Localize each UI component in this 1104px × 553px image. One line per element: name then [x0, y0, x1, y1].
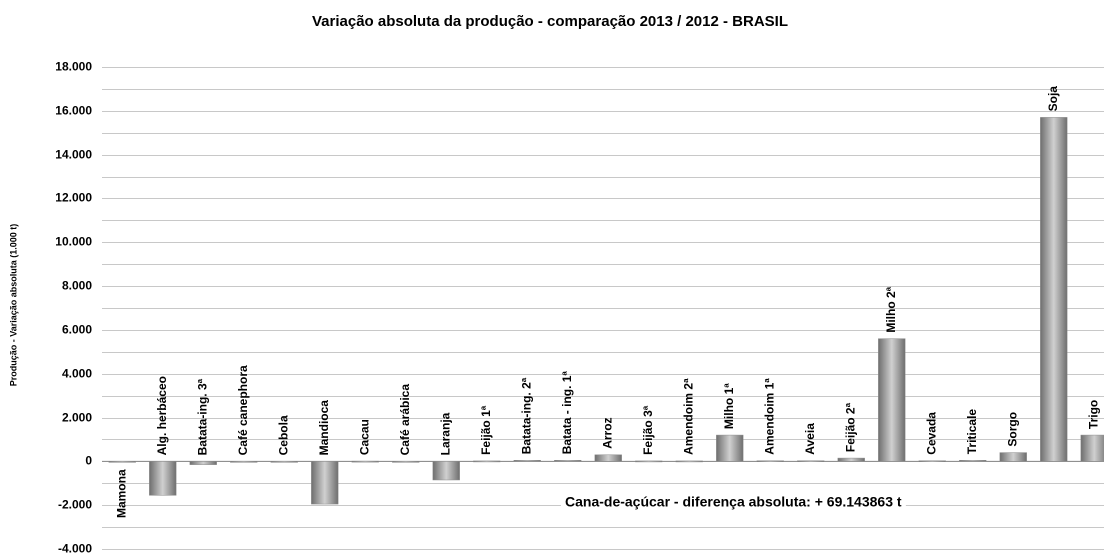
category-label: Feijão 1ª: [479, 405, 493, 455]
category-label: Aveia: [803, 423, 817, 455]
bar: [432, 461, 460, 481]
category-label: Alg. herbáceo: [155, 376, 169, 455]
bar: [918, 460, 946, 462]
annotation-background: [561, 493, 906, 513]
bar: [1040, 117, 1068, 462]
category-label: Café canephora: [236, 365, 250, 455]
y-tick-label: 14.000: [55, 148, 92, 162]
category-label: Batata-ing. 3ª: [195, 378, 209, 455]
category-label: Sorgo: [1005, 412, 1019, 447]
bar: [108, 461, 136, 463]
bar: [797, 460, 825, 462]
y-tick-label: -2.000: [58, 498, 92, 512]
bar: [149, 461, 177, 496]
y-tick-label: 2.000: [62, 411, 92, 425]
bar: [878, 338, 906, 462]
category-label: Cebola: [276, 415, 290, 455]
category-label: Laranja: [438, 412, 452, 455]
y-tick-label: 8.000: [62, 279, 92, 293]
category-label: Batata - ing. 1ª: [560, 371, 574, 455]
chart-title: Variação absoluta da produção - comparaç…: [312, 13, 788, 30]
y-tick-label: 10.000: [55, 235, 92, 249]
category-label: Café arábica: [398, 384, 412, 456]
category-label: Mamona: [114, 469, 128, 518]
category-label: Milho 1ª: [722, 383, 736, 429]
bar: [351, 460, 379, 463]
category-label: Trigo: [1086, 400, 1100, 429]
y-tick-label: -4.000: [58, 542, 92, 553]
category-label: Arroz: [600, 417, 614, 448]
bar: [189, 461, 217, 465]
category-label: Feijão 2ª: [843, 402, 857, 452]
category-label: Soja: [1046, 86, 1060, 112]
bar: [756, 460, 784, 462]
y-tick-label: 16.000: [55, 104, 92, 118]
y-tick-label: 6.000: [62, 323, 92, 337]
category-label: Triticale: [965, 409, 979, 455]
bar: [473, 460, 501, 463]
category-label: Cevada: [924, 412, 938, 455]
bar: [594, 454, 622, 462]
y-tick-label: 0: [85, 454, 92, 468]
category-label: Amendoim 2ª: [681, 378, 695, 455]
bar: [1080, 434, 1104, 462]
bar: [959, 460, 987, 462]
annotation: Cana-de-açúcar - diferença absoluta: + 6…: [565, 494, 902, 510]
y-tick-label: 4.000: [62, 367, 92, 381]
bar: [513, 460, 541, 462]
y-axis-label: Produção - Variação absoluta (1.000 t): [8, 224, 18, 387]
bar: [675, 460, 703, 463]
bar: [716, 434, 744, 462]
category-label: Milho 2ª: [884, 286, 898, 332]
bar: [635, 460, 663, 463]
bar: [999, 452, 1027, 462]
bar: [230, 461, 258, 463]
bar: [837, 457, 865, 462]
bar: [270, 461, 298, 463]
y-tick-label: 18.000: [55, 60, 92, 74]
bar: [311, 461, 339, 505]
bar: [392, 461, 420, 463]
category-label: Cacau: [357, 419, 371, 455]
category-label: Amendoim 1ª: [762, 378, 776, 455]
y-tick-label: 12.000: [55, 191, 92, 205]
category-label: Feijão 3ª: [641, 405, 655, 455]
bar: [554, 460, 582, 462]
category-label: Mandioca: [317, 400, 331, 456]
category-label: Batata-ing. 2ª: [519, 377, 533, 454]
